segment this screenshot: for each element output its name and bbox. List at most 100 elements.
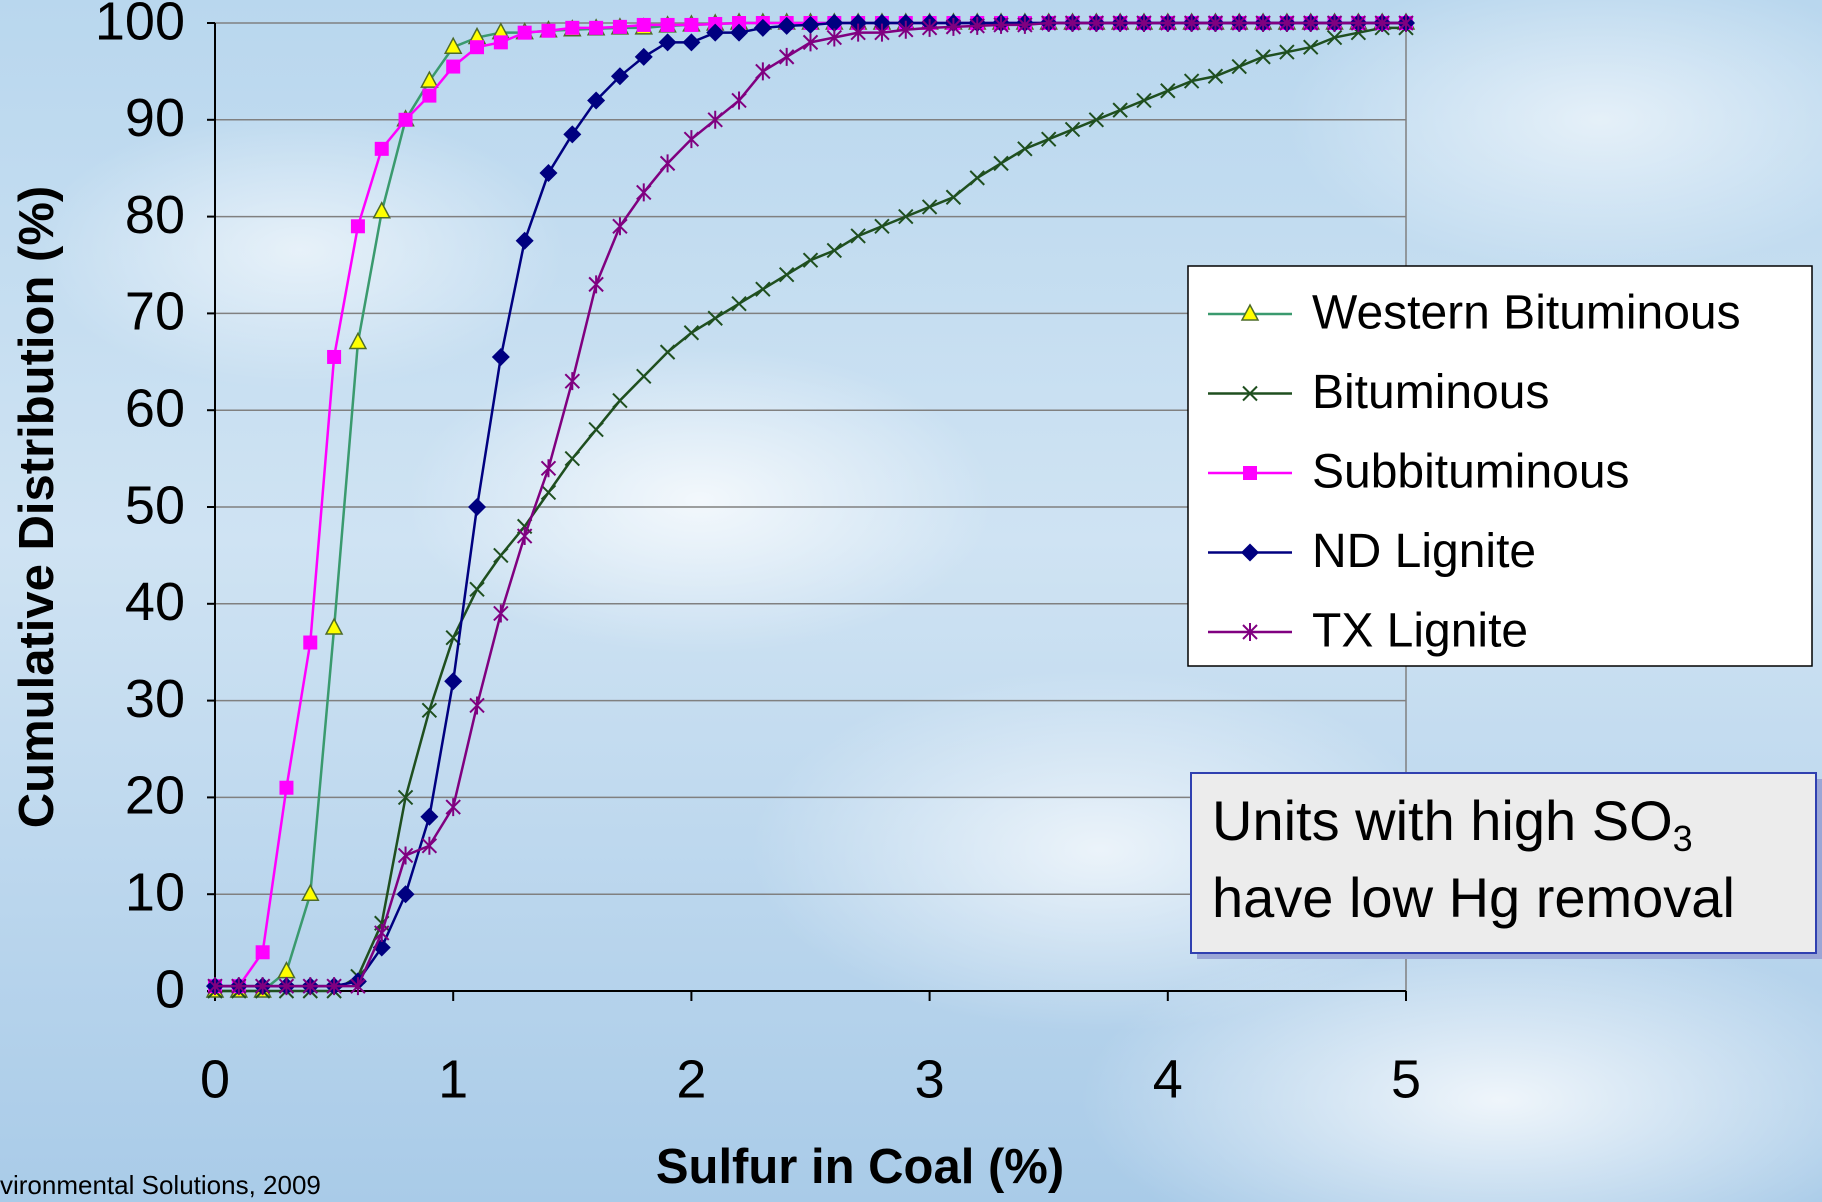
marker: [422, 703, 436, 717]
annotation-subscript: 3: [1673, 818, 1693, 859]
marker: [613, 394, 627, 408]
marker: [589, 275, 603, 293]
legend-label: TX Lignite: [1312, 605, 1528, 658]
marker: [470, 40, 484, 54]
marker: [684, 326, 698, 340]
y-tick-label: 50: [125, 475, 185, 535]
marker: [659, 33, 677, 51]
marker: [303, 636, 317, 650]
legend-label: Western Bituminous: [1312, 287, 1741, 340]
x-tick-label: 2: [676, 1049, 706, 1109]
marker: [780, 48, 794, 66]
marker: [494, 548, 508, 562]
marker: [468, 498, 486, 516]
marker: [446, 60, 460, 74]
marker: [541, 485, 555, 499]
marker: [350, 333, 366, 348]
marker: [470, 696, 484, 714]
marker: [351, 219, 365, 233]
legend-label: Bituminous: [1312, 366, 1549, 419]
marker: [565, 372, 579, 390]
x-tick-label: 1: [438, 1049, 468, 1109]
marker: [1018, 142, 1032, 156]
x-tick-label: 5: [1391, 1049, 1421, 1109]
marker: [946, 190, 960, 204]
marker: [565, 452, 579, 466]
marker: [302, 885, 318, 900]
marker: [661, 154, 675, 172]
marker: [420, 808, 438, 826]
marker: [1066, 122, 1080, 136]
marker: [256, 945, 270, 959]
x-tick-label: 3: [915, 1049, 945, 1109]
marker: [518, 26, 532, 40]
marker: [1137, 93, 1151, 107]
y-axis-label: Cumulative Distribution (%): [10, 186, 64, 828]
x-tick-label: 0: [200, 1049, 230, 1109]
marker: [756, 282, 770, 296]
marker: [327, 350, 341, 364]
marker: [613, 20, 627, 34]
marker: [851, 229, 865, 243]
y-tick-label: 70: [125, 282, 185, 342]
marker: [541, 459, 555, 477]
marker: [589, 21, 603, 35]
marker: [494, 35, 508, 49]
annotation-text-main: Units with high SO: [1212, 789, 1673, 852]
marker: [1161, 84, 1175, 98]
y-tick-label: 0: [155, 959, 185, 1019]
marker: [682, 33, 700, 51]
y-tick-label: 30: [125, 669, 185, 729]
marker: [780, 268, 794, 282]
marker: [278, 963, 294, 978]
marker: [994, 156, 1008, 170]
y-tick-label: 20: [125, 766, 185, 826]
marker: [732, 91, 746, 109]
annotation-text: have low Hg removal: [1212, 866, 1735, 929]
annotation-text: Units with high SO3: [1212, 789, 1693, 859]
marker: [444, 672, 462, 690]
legend-label: ND Lignite: [1312, 525, 1536, 578]
marker: [637, 18, 651, 32]
marker: [397, 885, 415, 903]
y-tick-label: 60: [125, 378, 185, 438]
marker: [756, 62, 770, 80]
marker: [374, 203, 390, 218]
marker: [1243, 466, 1257, 480]
marker: [446, 798, 460, 816]
source: vironmental Solutions, 2009: [0, 1170, 321, 1200]
chart: Cumulative Distribution (%) Sulfur in Co…: [0, 0, 1822, 1202]
x-axis-label: Sulfur in Coal (%): [656, 1140, 1064, 1194]
legend-label: Subbituminous: [1312, 446, 1630, 499]
marker: [1113, 103, 1127, 117]
y-tick-label: 90: [125, 88, 185, 148]
marker: [492, 348, 510, 366]
marker: [563, 125, 581, 143]
marker: [1042, 132, 1056, 146]
marker: [326, 619, 342, 634]
marker: [970, 171, 984, 185]
marker: [541, 24, 555, 38]
marker: [422, 837, 436, 855]
page: {"chart_data": { "type": "line", "x_labe…: [0, 0, 1822, 1202]
marker: [661, 345, 675, 359]
marker: [539, 164, 557, 182]
marker: [470, 582, 484, 596]
marker: [637, 369, 651, 383]
marker: [613, 217, 627, 235]
y-tick-label: 40: [125, 572, 185, 632]
marker: [565, 21, 579, 35]
marker: [637, 183, 651, 201]
marker: [684, 18, 698, 32]
marker: [684, 130, 698, 148]
y-tick-label: 80: [125, 185, 185, 245]
marker: [518, 527, 532, 545]
y-tick-label: 100: [95, 0, 185, 51]
x-tick-label: 4: [1153, 1049, 1183, 1109]
marker: [1232, 60, 1246, 74]
marker: [375, 142, 389, 156]
marker: [661, 18, 675, 32]
marker: [279, 781, 293, 795]
marker: [923, 200, 937, 214]
marker: [732, 297, 746, 311]
